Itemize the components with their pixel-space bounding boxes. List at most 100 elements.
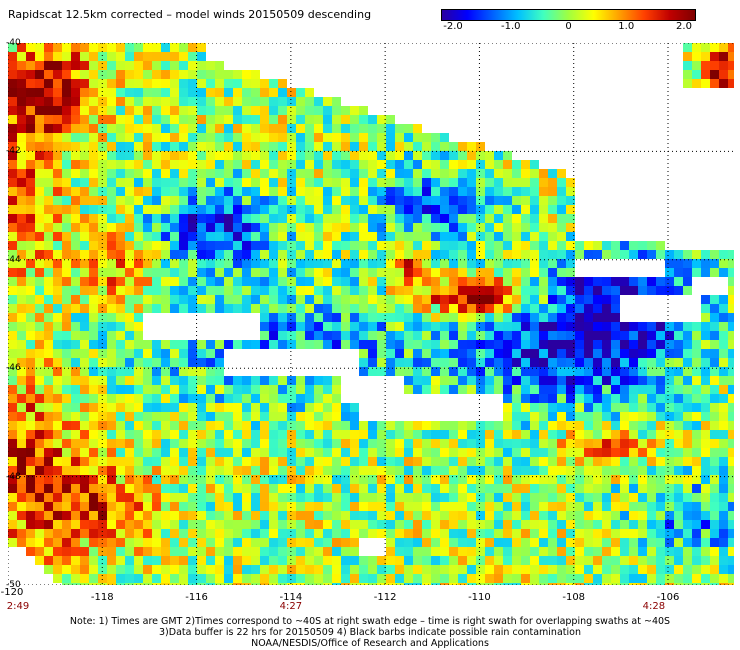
wind-cell bbox=[386, 340, 395, 349]
wind-cell bbox=[692, 340, 701, 349]
wind-cell bbox=[143, 412, 152, 421]
wind-cell bbox=[26, 268, 35, 277]
wind-cell bbox=[611, 511, 620, 520]
wind-cell bbox=[719, 52, 728, 61]
wind-cell bbox=[386, 133, 395, 142]
wind-cell bbox=[269, 178, 278, 187]
wind-cell bbox=[548, 268, 557, 277]
wind-cell bbox=[116, 178, 125, 187]
wind-cell bbox=[98, 493, 107, 502]
wind-cell bbox=[287, 538, 296, 547]
wind-cell bbox=[404, 277, 413, 286]
wind-cell bbox=[197, 43, 206, 52]
wind-cell bbox=[53, 232, 62, 241]
wind-cell bbox=[134, 142, 143, 151]
wind-cell bbox=[161, 106, 170, 115]
wind-cell bbox=[476, 322, 485, 331]
wind-cell bbox=[476, 367, 485, 376]
wind-cell bbox=[197, 511, 206, 520]
wind-cell bbox=[593, 529, 602, 538]
wind-cell bbox=[188, 187, 197, 196]
wind-cell bbox=[647, 439, 656, 448]
wind-cell bbox=[62, 142, 71, 151]
wind-cell bbox=[125, 268, 134, 277]
wind-cell bbox=[710, 358, 719, 367]
wind-cell bbox=[116, 385, 125, 394]
wind-cell bbox=[386, 331, 395, 340]
wind-cell bbox=[728, 250, 734, 259]
wind-cell bbox=[440, 493, 449, 502]
wind-cell bbox=[224, 205, 233, 214]
wind-cell bbox=[548, 169, 557, 178]
wind-cell bbox=[143, 340, 152, 349]
wind-cell bbox=[188, 511, 197, 520]
wind-cell bbox=[53, 214, 62, 223]
wind-cell bbox=[512, 358, 521, 367]
wind-cell bbox=[728, 421, 734, 430]
wind-cell bbox=[35, 106, 44, 115]
wind-cell bbox=[701, 61, 710, 70]
wind-cell bbox=[440, 277, 449, 286]
wind-cell bbox=[467, 520, 476, 529]
wind-cell bbox=[350, 196, 359, 205]
wind-cell bbox=[233, 250, 242, 259]
wind-cell bbox=[296, 268, 305, 277]
wind-cell bbox=[89, 556, 98, 565]
wind-cell bbox=[107, 43, 116, 52]
wind-cell bbox=[242, 133, 251, 142]
wind-cell bbox=[386, 205, 395, 214]
wind-cell bbox=[602, 349, 611, 358]
wind-cell bbox=[125, 547, 134, 556]
wind-cell bbox=[602, 556, 611, 565]
wind-cell bbox=[629, 520, 638, 529]
wind-cell bbox=[26, 349, 35, 358]
wind-cell bbox=[314, 241, 323, 250]
wind-cell bbox=[692, 493, 701, 502]
wind-cell bbox=[422, 358, 431, 367]
wind-cell bbox=[233, 205, 242, 214]
wind-cell bbox=[386, 160, 395, 169]
wind-cell bbox=[431, 295, 440, 304]
wind-cell bbox=[233, 223, 242, 232]
wind-cell bbox=[485, 538, 494, 547]
wind-cell bbox=[332, 286, 341, 295]
wind-cell bbox=[8, 385, 17, 394]
wind-cell bbox=[233, 538, 242, 547]
wind-cell bbox=[341, 313, 350, 322]
wind-cell bbox=[26, 331, 35, 340]
wind-cell bbox=[350, 178, 359, 187]
wind-cell bbox=[188, 241, 197, 250]
wind-cell bbox=[53, 115, 62, 124]
wind-cell bbox=[485, 187, 494, 196]
wind-cell bbox=[431, 277, 440, 286]
wind-cell bbox=[692, 61, 701, 70]
wind-cell bbox=[314, 466, 323, 475]
wind-cell bbox=[566, 421, 575, 430]
wind-cell bbox=[269, 493, 278, 502]
wind-cell bbox=[251, 70, 260, 79]
wind-cell bbox=[71, 97, 80, 106]
wind-cell bbox=[530, 295, 539, 304]
wind-cell bbox=[377, 259, 386, 268]
wind-cell bbox=[332, 232, 341, 241]
wind-cell bbox=[26, 484, 35, 493]
wind-cell bbox=[188, 115, 197, 124]
wind-cell bbox=[485, 430, 494, 439]
wind-cell bbox=[53, 286, 62, 295]
wind-cell bbox=[242, 340, 251, 349]
wind-cell bbox=[440, 538, 449, 547]
wind-cell bbox=[359, 565, 368, 574]
wind-cell bbox=[152, 286, 161, 295]
wind-cell bbox=[395, 286, 404, 295]
wind-cell bbox=[332, 385, 341, 394]
wind-cell bbox=[665, 349, 674, 358]
wind-cell bbox=[233, 115, 242, 124]
wind-cell bbox=[332, 412, 341, 421]
wind-cell bbox=[395, 250, 404, 259]
wind-cell bbox=[530, 322, 539, 331]
wind-cell bbox=[665, 367, 674, 376]
wind-cell bbox=[197, 304, 206, 313]
wind-cell bbox=[611, 493, 620, 502]
wind-cell bbox=[188, 205, 197, 214]
wind-cell bbox=[728, 484, 734, 493]
